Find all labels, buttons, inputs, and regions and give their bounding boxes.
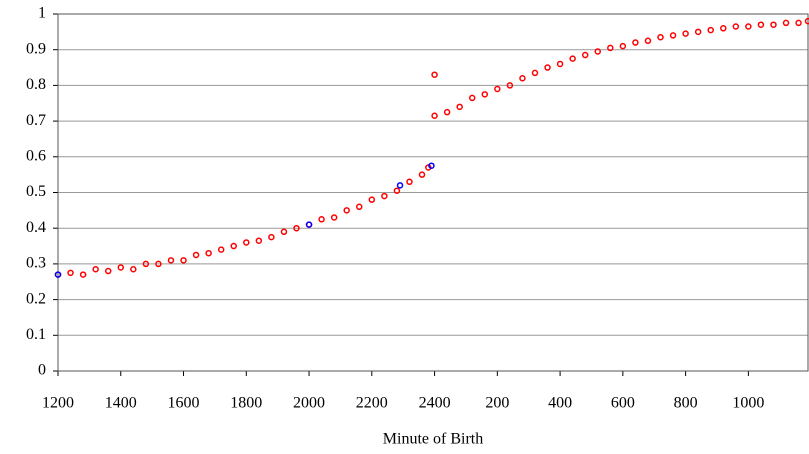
point [757,21,765,28]
x-tick-label: 800 [674,395,698,412]
x-tick-label: 2000 [293,395,325,412]
y-tick-label: 0.4 [26,219,46,236]
point [720,25,727,32]
point [255,237,263,244]
point [795,19,802,27]
point [770,21,777,28]
point [343,207,350,214]
x-tick-label: 1600 [168,395,200,412]
point [67,269,74,277]
y-tick-label: 0.3 [26,255,46,272]
point [569,55,576,62]
x-tick-label: 200 [485,395,509,412]
point [142,260,150,268]
point [782,19,790,27]
point [268,233,275,241]
point [92,266,99,273]
point [406,178,413,186]
point [418,171,426,178]
point [428,162,435,169]
point [167,257,175,264]
point [732,23,740,30]
y-tick-label: 0.8 [26,76,46,93]
point [607,44,614,52]
point [318,216,325,223]
point [230,242,237,250]
point [804,17,809,25]
point [581,51,589,59]
point [393,187,401,194]
y-tick-label: 1 [38,5,46,22]
y-tick-label: 0 [38,362,46,379]
point [456,103,463,111]
y-tick-label: 0.1 [26,326,46,343]
point [519,75,526,82]
point [644,37,652,45]
x-tick-label: 2400 [419,395,451,412]
point [682,30,689,37]
point [155,260,162,268]
point [330,214,338,221]
plot-border [57,13,809,372]
point [619,42,627,50]
point [443,108,451,116]
point [431,71,438,78]
point [481,91,489,98]
point [556,60,564,68]
point [494,85,501,93]
point [243,239,250,246]
point [180,257,187,264]
x-tick-label: 600 [611,395,635,412]
y-tick-label: 0.6 [26,147,46,164]
point [130,266,137,273]
point [531,69,539,77]
x-axis-label: Minute of Birth [383,431,483,448]
y-tick-label: 0.5 [26,183,46,200]
point [632,39,639,46]
point [368,196,376,203]
point [707,26,714,34]
y-tick-label: 0.7 [26,112,46,129]
point [594,48,601,55]
point [669,32,677,39]
point [468,94,476,102]
point [381,192,388,200]
point [192,251,200,259]
point [79,271,87,278]
point [657,33,664,41]
x-tick-label: 1000 [732,395,764,412]
x-tick-label: 1200 [42,395,74,412]
x-tick-label: 1800 [230,395,262,412]
point [54,271,62,278]
point [104,267,112,275]
point [431,112,438,119]
point [280,228,288,236]
y-tick-label: 0.9 [26,40,46,57]
point [117,264,125,271]
point [293,224,300,232]
y-tick-label: 0.2 [26,290,46,307]
point [217,246,225,253]
point [305,221,313,228]
point [205,249,212,257]
point [506,82,514,89]
point [544,64,551,71]
point [745,23,752,30]
point [396,182,404,189]
point [356,203,363,211]
x-tick-label: 400 [548,395,572,412]
x-tick-label: 2200 [356,395,388,412]
point [694,28,702,36]
x-tick-label: 1400 [105,395,137,412]
